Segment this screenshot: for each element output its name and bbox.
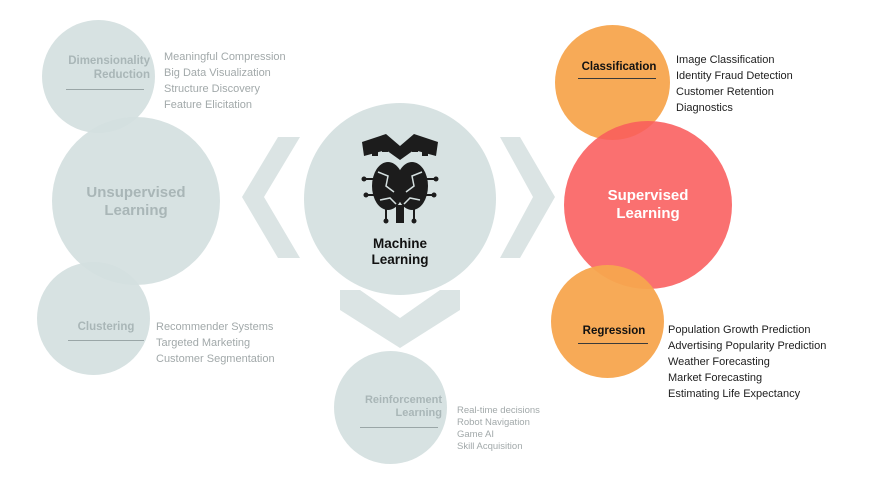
machine-learning-title: Machine Learning	[371, 236, 429, 268]
list-item: Diagnostics	[676, 102, 733, 114]
dimensionality-reduction-title: Dimensionality Reduction	[68, 55, 150, 81]
list-item: Customer Segmentation	[156, 353, 275, 365]
unsupervised-learning-title: Unsupervised Learning	[86, 184, 186, 219]
classification-underline	[578, 78, 656, 79]
supervised-learning-title: Supervised Learning	[607, 187, 689, 222]
list-item: Skill Acquisition	[457, 441, 523, 452]
list-item: Market Forecasting	[668, 372, 763, 384]
regression-title: Regression	[582, 325, 646, 337]
list-item: Robot Navigation	[457, 417, 530, 428]
dimensionality-items-list: Meaningful Compression Big Data Visualiz…	[164, 49, 286, 113]
list-item: Targeted Marketing	[156, 337, 251, 349]
reinforcement-learning-circle	[334, 351, 447, 464]
reinforcement-learning-title: Reinforcement Learning	[364, 394, 442, 420]
dimensionality-reduction-circle	[42, 20, 155, 133]
clustering-circle	[37, 262, 150, 375]
clustering-title: Clustering	[77, 321, 135, 333]
list-item: Weather Forecasting	[668, 356, 770, 368]
dimensionality-underline	[66, 89, 144, 90]
list-item: Estimating Life Expectancy	[668, 388, 801, 400]
classification-items-list: Image Classification Identity Fraud Dete…	[676, 52, 793, 116]
regression-circle	[551, 265, 664, 378]
list-item: Meaningful Compression	[164, 51, 286, 63]
reinforcement-items-list: Real-time decisions Robot Navigation Gam…	[457, 405, 540, 453]
down-chevron-icon	[340, 290, 460, 348]
classification-circle	[555, 25, 670, 140]
classification-title: Classification	[581, 61, 657, 73]
regression-items-list: Population Growth Prediction Advertising…	[668, 322, 826, 402]
supervised-learning-circle	[564, 121, 732, 289]
clustering-items-list: Recommender Systems Targeted Marketing C…	[156, 319, 275, 367]
list-item: Real-time decisions	[457, 405, 540, 416]
list-item: Customer Retention	[676, 86, 774, 98]
right-chevron-icon	[500, 137, 555, 258]
list-item: Advertising Popularity Prediction	[668, 340, 827, 352]
reinforcement-underline	[360, 427, 438, 428]
left-chevron-icon	[242, 137, 300, 258]
regression-underline	[578, 343, 648, 344]
list-item: Structure Discovery	[164, 83, 260, 95]
list-item: Game AI	[457, 429, 494, 440]
list-item: Big Data Visualization	[164, 67, 271, 79]
list-item: Recommender Systems	[156, 321, 274, 333]
list-item: Image Classification	[676, 54, 775, 66]
list-item: Identity Fraud Detection	[676, 70, 793, 82]
unsupervised-learning-circle	[52, 117, 220, 285]
list-item: Population Growth Prediction	[668, 324, 811, 336]
clustering-underline	[68, 340, 144, 341]
list-item: Feature Elicitation	[164, 99, 253, 111]
